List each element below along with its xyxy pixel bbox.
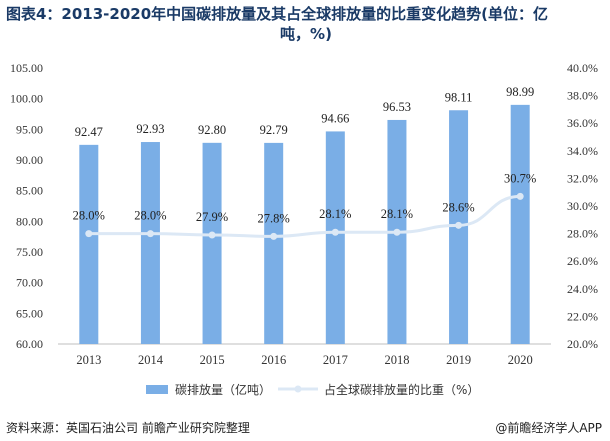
line-value-label: 28.0% bbox=[134, 209, 166, 223]
bar-value-label: 92.93 bbox=[136, 122, 164, 136]
bar-data-labels: 92.47 92.93 92.80 92.79 94.66 96.53 98.11 98.99 bbox=[75, 85, 535, 139]
y-right-tick-label: 20.0% bbox=[567, 337, 598, 351]
line-point bbox=[393, 228, 401, 236]
x-tick-label: 2017 bbox=[323, 353, 348, 367]
line-data-labels: 28.0% 28.0% 27.9% 27.8% 28.1% 28.1% 28.6% 30.7% bbox=[73, 171, 537, 225]
chart-axes: 60.00 65.00 70.00 75.00 80.00 85.00 90.00 95.00… bbox=[10, 61, 598, 367]
y-left-tick-label: 100.00 bbox=[10, 92, 43, 106]
line-value-label: 28.6% bbox=[442, 200, 474, 214]
bar bbox=[510, 104, 530, 345]
bar-value-label: 92.47 bbox=[75, 125, 103, 139]
line-point bbox=[331, 228, 339, 236]
bar bbox=[264, 142, 284, 344]
y-right-tick-label: 40.0% bbox=[567, 61, 598, 75]
y-left-tick-label: 60.00 bbox=[16, 337, 43, 351]
chart-title: 图表4：2013-2020年中国碳排放量及其占全球排放量的比重变化趋势(单位：亿… bbox=[6, 4, 606, 44]
credit-note: @前瞻经济学人APP bbox=[495, 421, 602, 435]
chart-title-line-1: 图表4：2013-2020年中国碳排放量及其占全球排放量的比重变化趋势(单位：亿 bbox=[6, 5, 549, 23]
line-value-label: 28.0% bbox=[73, 209, 105, 223]
line-value-label: 30.7% bbox=[504, 171, 536, 185]
bar bbox=[140, 142, 160, 344]
y-right-tick-label: 30.0% bbox=[567, 199, 598, 213]
y-right-tick-label: 36.0% bbox=[567, 116, 598, 130]
line-point bbox=[85, 230, 93, 238]
line-point bbox=[455, 221, 463, 229]
x-tick-label: 2019 bbox=[446, 353, 471, 367]
y-left-tick-label: 105.00 bbox=[10, 61, 43, 75]
legend-bar-swatch bbox=[146, 385, 168, 394]
y-left-tick-label: 95.00 bbox=[16, 122, 43, 136]
y-left-tick-label: 85.00 bbox=[16, 184, 43, 198]
legend-bar-label: 碳排放量（亿吨） bbox=[175, 382, 271, 397]
y-left-tick-label: 65.00 bbox=[16, 306, 43, 320]
y-right-tick-label: 22.0% bbox=[567, 309, 598, 323]
bar-value-label: 98.99 bbox=[506, 85, 534, 99]
bar-value-label: 92.79 bbox=[260, 123, 288, 137]
y-right-tick-label: 26.0% bbox=[567, 254, 598, 268]
y-right-tick-label: 28.0% bbox=[567, 227, 598, 241]
line-point bbox=[208, 231, 216, 239]
bar bbox=[202, 142, 222, 344]
bar bbox=[325, 131, 345, 344]
y-right-tick-label: 32.0% bbox=[567, 171, 598, 185]
x-tick-label: 2014 bbox=[138, 353, 164, 367]
bar-value-label: 96.53 bbox=[383, 100, 411, 114]
line-value-label: 28.1% bbox=[381, 207, 413, 221]
y-right-tick-label: 38.0% bbox=[567, 89, 598, 103]
source-note: 资料来源：英国石油公司 前瞻产业研究院整理 bbox=[6, 421, 250, 435]
x-tick-label: 2015 bbox=[200, 353, 225, 367]
line-point bbox=[146, 230, 154, 238]
x-tick-label: 2018 bbox=[384, 353, 409, 367]
y-left-tick-label: 80.00 bbox=[16, 214, 43, 228]
bar-value-label: 94.66 bbox=[321, 111, 349, 125]
x-tick-label: 2020 bbox=[508, 353, 533, 367]
line-value-label: 27.9% bbox=[196, 210, 228, 224]
chart-title-line-2: 吨，%) bbox=[280, 25, 332, 43]
y-right-tick-label: 24.0% bbox=[567, 282, 598, 296]
chart-legend: 碳排放量（亿吨） 占全球碳排放量的比重（%） bbox=[146, 382, 479, 397]
bar-value-label: 98.11 bbox=[445, 90, 473, 104]
y-right-tick-label: 34.0% bbox=[567, 144, 598, 158]
line-series bbox=[85, 192, 524, 240]
legend-line-label: 占全球碳排放量的比重（%） bbox=[324, 382, 479, 397]
y-left-tick-label: 75.00 bbox=[16, 245, 43, 259]
bar bbox=[79, 144, 99, 344]
line-value-label: 27.8% bbox=[258, 211, 290, 225]
x-tick-label: 2016 bbox=[261, 353, 286, 367]
legend-line-marker bbox=[294, 385, 302, 393]
line-point bbox=[516, 192, 524, 200]
line-value-label: 28.1% bbox=[319, 207, 351, 221]
line-point bbox=[270, 232, 278, 240]
bar-value-label: 92.80 bbox=[198, 123, 226, 137]
x-tick-label: 2013 bbox=[76, 353, 101, 367]
y-left-tick-label: 70.00 bbox=[16, 276, 43, 290]
y-left-tick-label: 90.00 bbox=[16, 153, 43, 167]
